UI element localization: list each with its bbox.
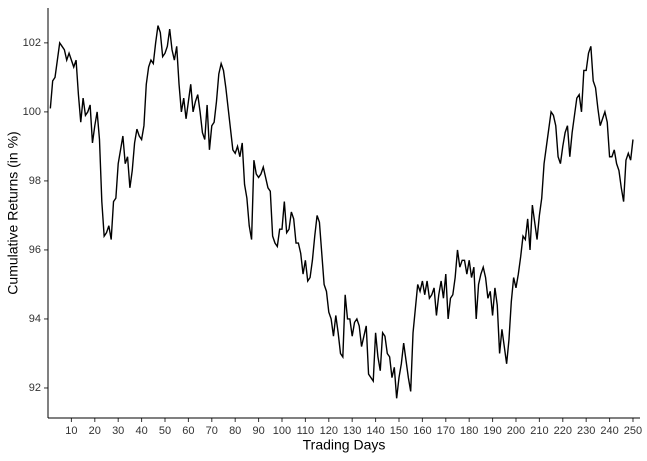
x-tick-label: 20 <box>89 425 101 437</box>
x-tick-label: 210 <box>530 425 548 437</box>
x-tick-label: 220 <box>554 425 572 437</box>
y-tick-label: 92 <box>29 382 41 394</box>
x-tick-label: 200 <box>507 425 525 437</box>
x-tick-label: 70 <box>206 425 218 437</box>
x-axis-label: Trading Days <box>303 437 386 453</box>
x-tick-label: 100 <box>273 425 291 437</box>
x-tick-label: 110 <box>297 425 315 437</box>
x-tick-label: 30 <box>112 425 124 437</box>
x-tick-label: 150 <box>390 425 408 437</box>
x-tick-label: 50 <box>159 425 171 437</box>
x-tick-label: 140 <box>366 425 384 437</box>
x-tick-label: 130 <box>343 425 361 437</box>
x-tick-label: 250 <box>624 425 642 437</box>
y-tick-label: 102 <box>23 37 41 49</box>
x-tick-label: 240 <box>600 425 618 437</box>
y-tick-label: 100 <box>23 106 41 118</box>
x-tick-label: 90 <box>252 425 264 437</box>
x-tick-label: 180 <box>460 425 478 437</box>
y-tick-label: 96 <box>29 244 41 256</box>
x-tick-label: 80 <box>229 425 241 437</box>
y-tick-label: 94 <box>29 313 41 325</box>
x-tick-label: 120 <box>320 425 338 437</box>
line <box>49 25 634 399</box>
x-tick-label: 160 <box>413 425 431 437</box>
x-tick-label: 60 <box>182 425 194 437</box>
x-tick-label: 230 <box>577 425 595 437</box>
x-tick-label: 40 <box>135 425 147 437</box>
x-tick-label: 10 <box>65 425 77 437</box>
y-axis-label: Cumulative Returns (in %) <box>5 131 21 294</box>
x-tick-label: 170 <box>437 425 455 437</box>
y-tick-label: 98 <box>29 175 41 187</box>
x-tick-label: 190 <box>483 425 501 437</box>
